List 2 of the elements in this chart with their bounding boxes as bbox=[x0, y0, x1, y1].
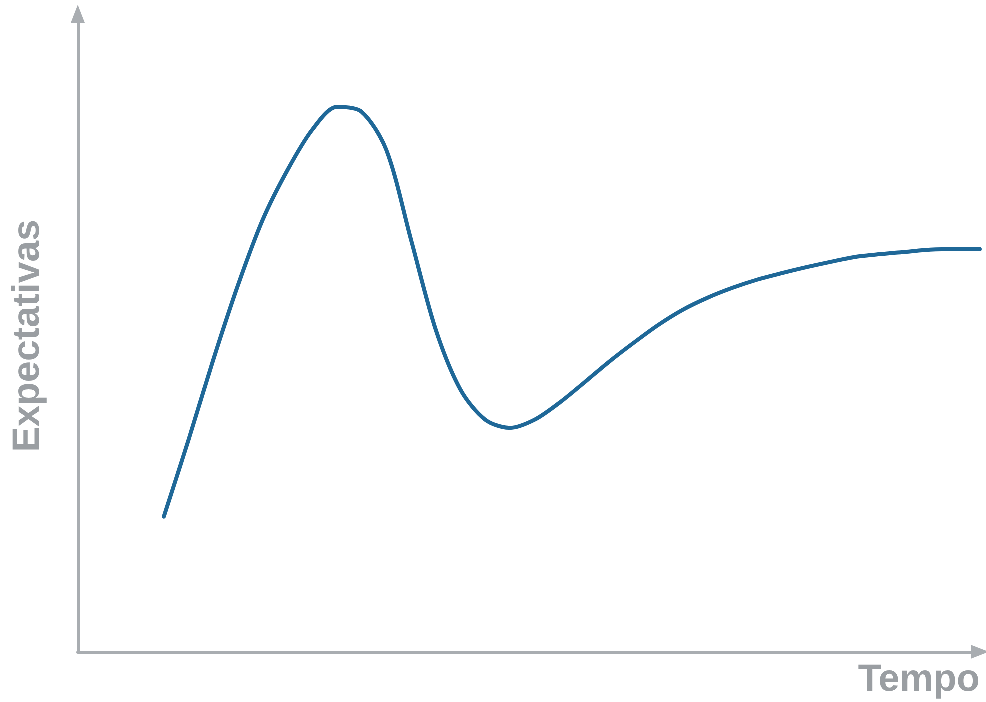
x-axis-title: Tempo bbox=[858, 658, 980, 700]
y-axis-title: Expectativas bbox=[6, 220, 48, 452]
